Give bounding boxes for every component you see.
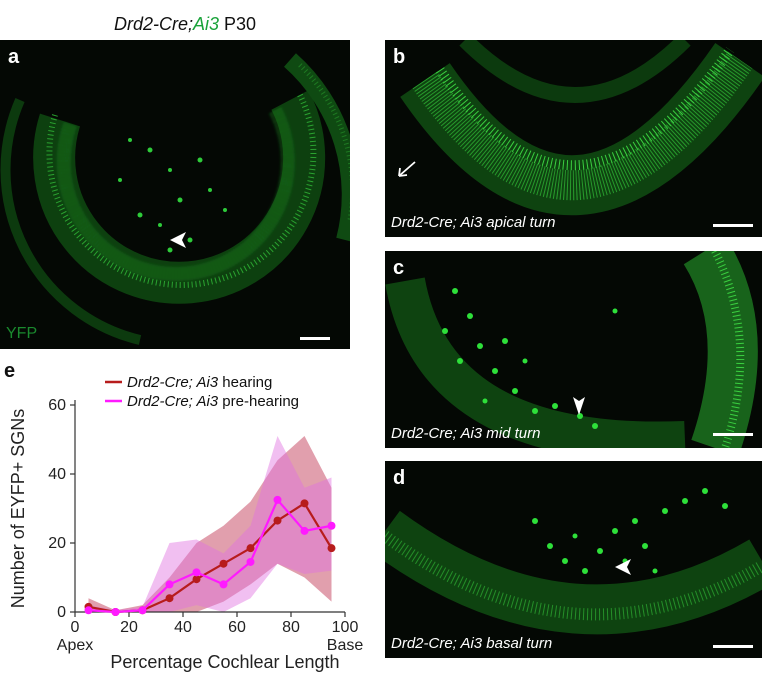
series-0-point xyxy=(246,544,255,553)
series-1-point xyxy=(273,495,282,504)
x-end-label-base: Base xyxy=(327,637,364,654)
series-1-point xyxy=(138,606,147,615)
panel-c-micrograph xyxy=(385,251,758,448)
y-axis-label: Number of EYFP+ SGNs xyxy=(8,409,28,609)
series-0-point xyxy=(300,499,309,508)
x-tick-label: 60 xyxy=(228,619,246,636)
panel-c-caption: Drd2-Cre; Ai3 mid turn xyxy=(391,425,541,442)
y-tick-label: 20 xyxy=(48,535,66,552)
x-tick-label: 100 xyxy=(332,619,359,636)
panel-b-caption: Drd2-Cre; Ai3 apical turn xyxy=(391,214,556,231)
panel-b-micrograph xyxy=(398,40,762,215)
series-0-point xyxy=(192,575,201,584)
series-0-point xyxy=(327,544,336,553)
panel-c-image: c Drd2-Cre; Ai3 mid turn xyxy=(385,251,762,448)
panel-b-arrow xyxy=(398,161,416,177)
series-1-point xyxy=(246,557,255,566)
series-1-point xyxy=(219,580,228,589)
panel-d-caption: Drd2-Cre; Ai3 basal turn xyxy=(391,635,553,652)
legend-entry-0: Drd2-Cre; Ai3 hearing xyxy=(127,374,272,391)
series-1-point xyxy=(327,521,336,530)
title-gene: Drd2-Cre; xyxy=(113,14,193,34)
panel-a-scale-bar xyxy=(300,337,330,340)
panel-c-arrowhead xyxy=(573,397,585,415)
series-0-point xyxy=(165,594,174,603)
panel-a-arrowhead xyxy=(170,232,186,248)
panel-c-label: c xyxy=(393,257,405,279)
title-reporter: Ai3 xyxy=(192,14,219,34)
figure-title: Drd2-Cre;Ai3 P30 xyxy=(0,14,370,35)
y-tick-label: 40 xyxy=(48,466,66,483)
y-tick-label: 60 xyxy=(48,397,66,414)
x-tick-label: 20 xyxy=(120,619,138,636)
panel-a-label: a xyxy=(8,46,20,68)
legend-entry-1: Drd2-Cre; Ai3 pre-hearing xyxy=(127,393,299,410)
panel-b-label: b xyxy=(393,46,406,68)
x-tick-label: 40 xyxy=(174,619,192,636)
x-end-label-apex: Apex xyxy=(57,637,93,654)
series-1-point xyxy=(165,580,174,589)
panel-a-image: a YFP xyxy=(0,40,350,349)
panel-d-arrowhead xyxy=(615,559,631,575)
series-0-point xyxy=(219,559,228,568)
panel-e-label: e xyxy=(4,360,16,382)
panel-d-micrograph xyxy=(385,488,762,635)
title-age: P30 xyxy=(224,14,257,34)
series-1-point xyxy=(300,526,309,535)
panel-a-micrograph xyxy=(0,53,350,345)
series-1-point xyxy=(192,568,201,577)
y-tick-label: 0 xyxy=(57,604,66,621)
series-0-point xyxy=(273,516,282,525)
x-axis-label: Percentage Cochlear Length xyxy=(110,652,339,672)
series-1-error-band xyxy=(88,436,332,612)
series-0-error-band xyxy=(88,436,332,612)
panel-a-marker-label: YFP xyxy=(6,325,38,342)
panel-b-scale-bar xyxy=(713,224,753,227)
series-1-line xyxy=(88,497,332,614)
panel-b-image: b Drd2-Cre; Ai3 apical turn xyxy=(385,40,762,237)
series-1-point xyxy=(84,606,93,615)
x-tick-label: 80 xyxy=(282,619,300,636)
x-tick-label: 0 xyxy=(71,619,80,636)
panel-d-label: d xyxy=(393,467,406,489)
panel-c-scale-bar xyxy=(713,433,753,436)
panel-d-image: d Drd2-Cre; Ai3 basal turn xyxy=(385,461,762,658)
panel-d-scale-bar xyxy=(713,645,753,648)
series-1-point xyxy=(111,608,120,616)
